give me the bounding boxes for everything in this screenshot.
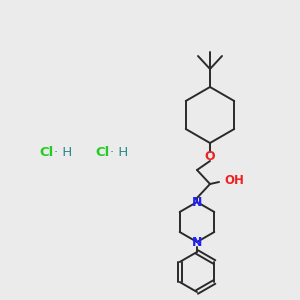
Text: O: O [205, 149, 215, 163]
Text: · H: · H [54, 146, 72, 158]
Text: OH: OH [224, 175, 244, 188]
Text: Cl: Cl [96, 146, 110, 158]
Text: N: N [192, 196, 202, 208]
Text: Cl: Cl [40, 146, 54, 158]
Text: · H: · H [110, 146, 128, 158]
Text: N: N [192, 236, 202, 248]
